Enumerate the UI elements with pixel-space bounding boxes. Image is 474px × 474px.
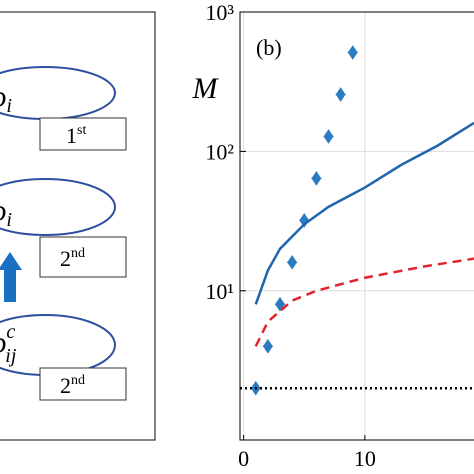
suffix: nd — [71, 373, 85, 388]
data-point — [262, 338, 273, 354]
order-label: 2nd — [60, 373, 85, 398]
data-point — [335, 87, 346, 102]
x-tick-label: 0 — [238, 446, 249, 471]
x-tick-label: 10 — [354, 446, 376, 471]
data-point — [323, 129, 334, 144]
series-line — [254, 121, 474, 305]
order-label: 2nd — [60, 246, 85, 271]
loop — [0, 314, 116, 376]
data-point — [347, 45, 358, 60]
subscript: i — [6, 95, 12, 117]
loop — [0, 66, 116, 120]
node-label: ρcij — [0, 321, 17, 367]
node-label: ρi — [0, 194, 12, 231]
chart: 0102010¹10²10³M(b) — [192, 0, 474, 471]
axes-frame — [239, 11, 474, 441]
order-box — [39, 236, 127, 278]
arrow — [0, 252, 22, 302]
order: 2 — [60, 246, 71, 271]
loop — [0, 178, 116, 236]
panel-label: (b) — [256, 35, 282, 60]
panel-frame — [0, 11, 156, 441]
diagram-panel: ρi 1st ρi 2nd ρcij 2nd — [0, 11, 156, 441]
order: 2 — [60, 373, 71, 398]
suffix: nd — [71, 246, 85, 261]
subscript: ij — [5, 345, 17, 367]
y-tick-label: 10³ — [205, 0, 234, 25]
symbol: ρ — [0, 326, 6, 359]
superscript: c — [6, 321, 15, 343]
suffix: st — [77, 123, 86, 138]
symbol: ρ — [0, 80, 6, 113]
data-point — [275, 296, 286, 312]
order-box — [39, 367, 127, 401]
symbol: ρ — [0, 194, 6, 227]
data-point — [311, 171, 322, 186]
order: 1 — [66, 123, 77, 148]
series-line — [254, 257, 474, 347]
y-tick-label: 10² — [205, 139, 234, 164]
subscript: i — [6, 209, 12, 231]
y-tick-label: 10¹ — [205, 279, 234, 304]
node-label: ρi — [0, 80, 12, 117]
order-label: 1st — [66, 123, 86, 148]
data-point — [287, 254, 298, 270]
plot-area — [240, 12, 474, 440]
order-box — [39, 117, 127, 151]
y-axis-label: M — [192, 72, 220, 105]
